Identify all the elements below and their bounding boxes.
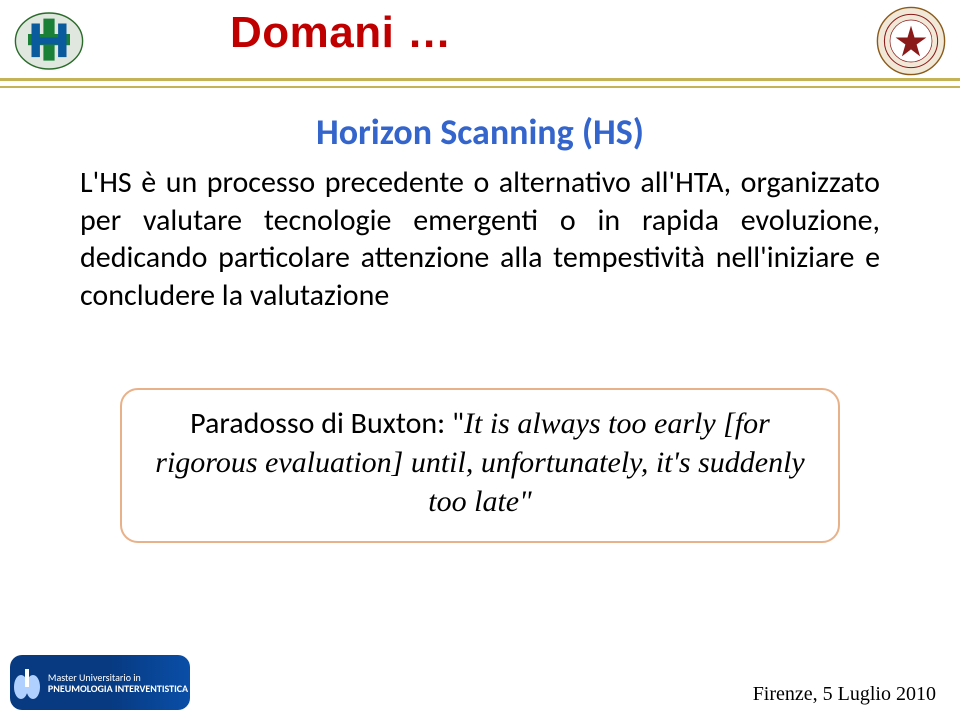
lungs-icon <box>12 663 42 703</box>
callout-box: Paradosso di Buxton: "It is always too e… <box>120 388 840 543</box>
callout-intro: Paradosso di Buxton: " <box>190 405 464 442</box>
footer-date: Firenze, 5 Luglio 2010 <box>753 683 936 706</box>
footer-logo-line1: Master Universitario in <box>48 672 188 683</box>
footer-logo-text: Master Universitario in PNEUMOLOGIA INTE… <box>48 672 188 694</box>
divider-thick <box>0 78 960 81</box>
logo-left-icon <box>14 6 84 76</box>
body-paragraph: L'HS è un processo precedente o alternat… <box>80 164 880 314</box>
divider-thin <box>0 86 960 88</box>
slide-subtitle: Horizon Scanning (HS) <box>80 110 880 154</box>
slide-title: Domani … <box>230 8 452 58</box>
slide-body: Horizon Scanning (HS) L'HS è un processo… <box>80 110 880 314</box>
logo-right-icon <box>876 6 946 76</box>
footer-logo: Master Universitario in PNEUMOLOGIA INTE… <box>10 655 190 710</box>
footer-logo-line2: PNEUMOLOGIA INTERVENTISTICA <box>48 683 188 694</box>
